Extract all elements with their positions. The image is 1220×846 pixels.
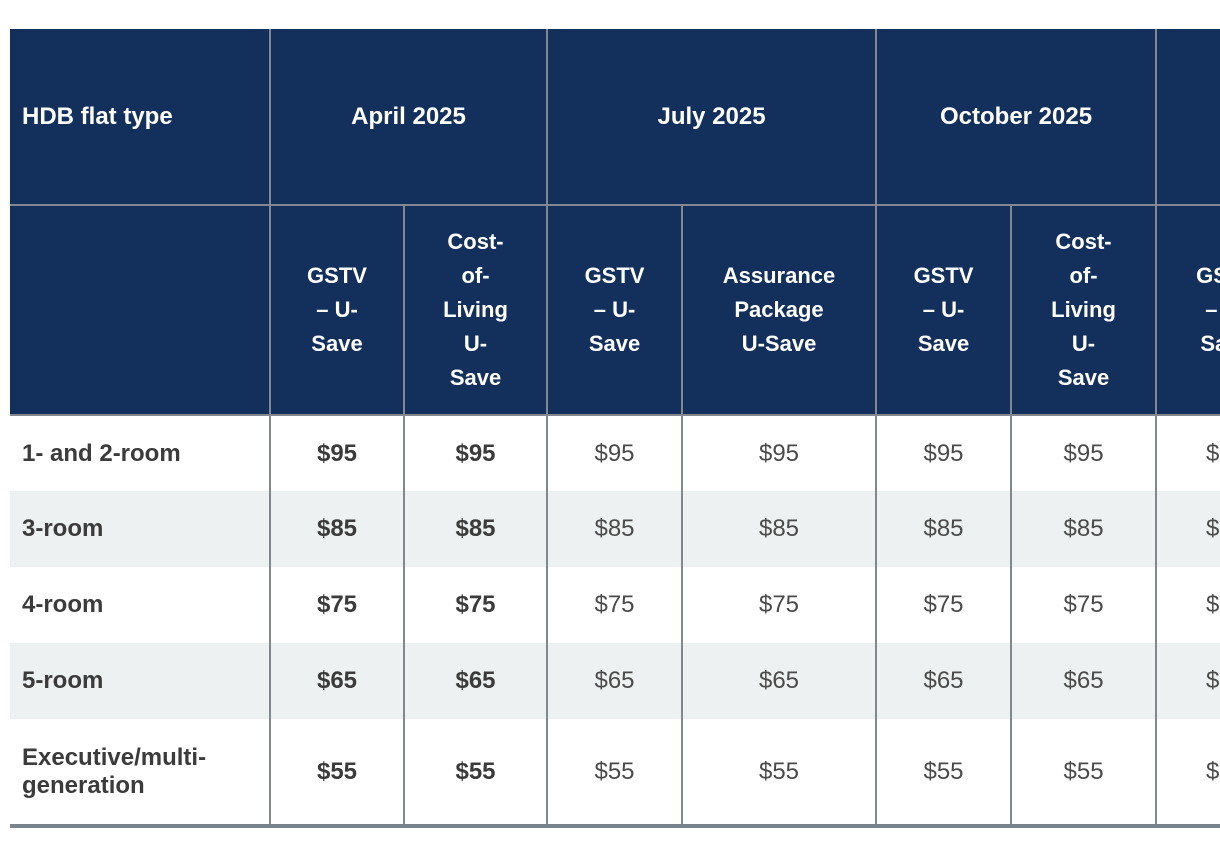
- flat-type-cell: 3-room: [22, 515, 104, 542]
- rebate-value-cell: $75: [402, 567, 548, 643]
- month-header: July 2025: [546, 29, 877, 206]
- rebate-value-cell: $55: [546, 719, 683, 828]
- rebate-value-cell: $75: [681, 567, 877, 643]
- rebate-value-cell: $85: [875, 491, 1012, 567]
- flat-type-cell: 4-room: [22, 591, 104, 618]
- subcolumn-header: Cost- of- Living U- Save: [402, 205, 548, 416]
- subcolumn-header: GSTV – U- Save: [546, 205, 683, 416]
- subcolumn-header: GSTV – U- Save: [875, 205, 1012, 416]
- rebate-value-cell-clipped: $85: [1155, 491, 1220, 567]
- rebate-value-cell: $85: [681, 491, 877, 567]
- subcolumn-header: Cost- of- Living U- Save: [1010, 205, 1157, 416]
- table-row: 3-room $85 $85 $85 $85 $85 $85 $85: [10, 491, 1220, 567]
- table-row: 5-room $65 $65 $65 $65 $65 $65 $65: [10, 643, 1220, 719]
- subcolumn-header-clipped: GSTV – U- Save: [1155, 205, 1220, 416]
- month-header-row: HDB flat type April 2025 July 2025 Octob…: [10, 29, 1220, 206]
- table-row: Executive/multi-generation $55 $55 $55 $…: [10, 719, 1220, 828]
- rebate-value-cell: $75: [269, 567, 404, 643]
- rebate-value-cell: $95: [681, 415, 877, 491]
- flat-type-cell: 5-room: [22, 667, 104, 694]
- subcolumn-header: GSTV – U- Save: [269, 205, 404, 416]
- rebate-value-cell: $95: [546, 415, 683, 491]
- rebate-value-cell: $65: [402, 643, 548, 719]
- rebate-value-cell: $75: [1010, 567, 1157, 643]
- rebate-value-cell: $95: [269, 415, 404, 491]
- rebate-value-cell-clipped: $65: [1155, 643, 1220, 719]
- rebate-value-cell: $65: [546, 643, 683, 719]
- rebate-value-cell: $75: [875, 567, 1012, 643]
- rebate-value-cell: $65: [269, 643, 404, 719]
- flat-type-cell: Executive/multi-generation: [10, 719, 270, 828]
- month-header-clipped: [1155, 29, 1220, 206]
- rebate-value-cell: $55: [875, 719, 1012, 828]
- rebate-value-cell: $85: [546, 491, 683, 567]
- rebate-value-cell: $75: [546, 567, 683, 643]
- month-header: April 2025: [268, 29, 548, 206]
- rebate-value-cell: $65: [1010, 643, 1157, 719]
- rebate-value-cell: $65: [875, 643, 1012, 719]
- rebate-value-cell: $95: [875, 415, 1012, 491]
- rebate-value-cell-clipped: $95: [1155, 415, 1220, 491]
- rebate-value-cell: $55: [269, 719, 404, 828]
- usave-rebate-table: HDB flat type April 2025 July 2025 Octob…: [10, 29, 1220, 828]
- table-row: 4-room $75 $75 $75 $75 $75 $75 $75: [10, 567, 1220, 643]
- rebate-value-cell: $95: [402, 415, 548, 491]
- rebate-value-cell: $85: [269, 491, 404, 567]
- rebate-value-cell-clipped: $75: [1155, 567, 1220, 643]
- rebate-value-cell: $65: [681, 643, 877, 719]
- rebate-value-cell: $55: [402, 719, 548, 828]
- corner-empty-cell: [10, 205, 270, 416]
- rebate-value-cell-clipped: $55: [1155, 719, 1220, 828]
- month-header: October 2025: [875, 29, 1157, 206]
- corner-header-cell: HDB flat type: [10, 29, 270, 206]
- flat-type-cell: 1- and 2-room: [22, 439, 181, 467]
- rebate-value-cell: $85: [1010, 491, 1157, 567]
- subcolumn-header: Assurance Package U-Save: [681, 205, 877, 416]
- subcolumn-header-row: GSTV – U- Save Cost- of- Living U- Save …: [10, 205, 1220, 416]
- rebate-value-cell: $55: [681, 719, 877, 828]
- rebate-value-cell: $95: [1010, 415, 1157, 491]
- table-row: 1- and 2-room $95 $95 $95 $95 $95 $95 $9…: [10, 415, 1220, 491]
- rebate-value-cell: $55: [1010, 719, 1157, 828]
- rebate-value-cell: $85: [402, 491, 548, 567]
